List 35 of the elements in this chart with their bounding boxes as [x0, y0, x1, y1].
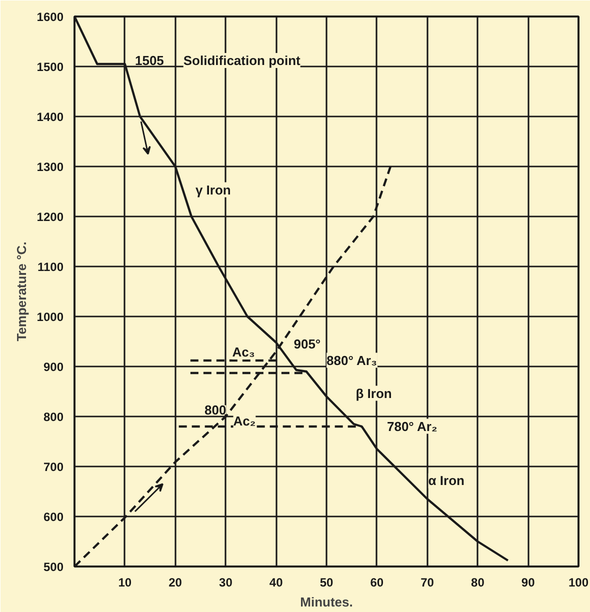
x-tick-label: 30	[219, 576, 233, 590]
annotation: 880° Ar₃	[326, 352, 377, 368]
annotation: 905°	[294, 336, 321, 352]
y-tick-label: 900	[43, 360, 64, 374]
annotation: 1505	[134, 53, 164, 68]
annotation: 800	[204, 402, 226, 418]
y-tick-label: 1100	[37, 260, 64, 274]
x-tick-label: 70	[420, 576, 434, 590]
x-axis-title: Minutes.	[300, 594, 353, 610]
y-tick-label: 1500	[36, 60, 64, 74]
x-tick-label: 100	[568, 576, 589, 590]
y-tick-label: 800	[43, 410, 64, 424]
annotation: Ac₂	[233, 413, 256, 428]
annotation: α Iron	[428, 473, 465, 488]
annotation: Solidification point	[183, 53, 302, 68]
x-tick-label: 60	[370, 576, 384, 590]
y-tick-label: 1300	[36, 160, 64, 174]
x-tick-label: 40	[269, 576, 284, 590]
x-tick-label: 80	[471, 576, 485, 590]
x-tick-label: 10	[118, 576, 132, 590]
y-tick-label: 1000	[36, 310, 64, 324]
x-tick-label: 90	[521, 576, 536, 590]
annotation: Ac₃	[232, 344, 255, 360]
x-tick-label: 50	[320, 576, 334, 590]
y-tick-label: 700	[43, 460, 64, 474]
annotation: 780° Ar₂	[386, 418, 438, 434]
y-tick-label: 1400	[36, 110, 64, 124]
y-tick-label: 600	[43, 510, 64, 524]
y-axis-title: Temperature °C.	[14, 242, 29, 342]
y-tick-label: 500	[43, 560, 64, 574]
annotation: β Iron	[356, 386, 392, 401]
y-tick-label: 1600	[36, 10, 64, 24]
annotation: γ Iron	[195, 182, 231, 198]
y-tick-label: 1200	[36, 210, 64, 224]
x-tick-label: 20	[168, 576, 182, 590]
